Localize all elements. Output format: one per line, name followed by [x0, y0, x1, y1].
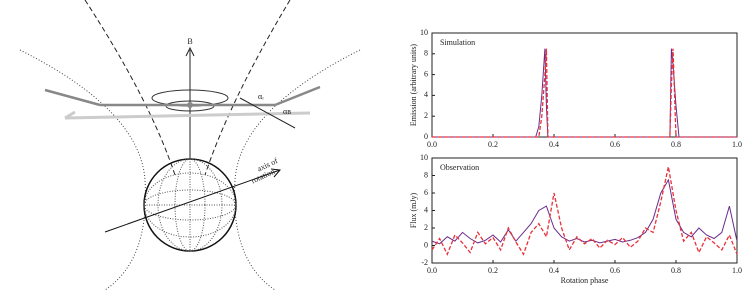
label: αʙ	[283, 107, 291, 116]
rotation-axis	[104, 169, 281, 233]
y-tick-label: 4	[424, 90, 428, 99]
y-tick-label: 0	[424, 132, 428, 141]
axis-line	[239, 97, 296, 129]
field-line	[84, 0, 176, 176]
data-line	[432, 48, 737, 138]
y-tick-label: 6	[424, 69, 428, 78]
y-tick-label: 0	[424, 240, 428, 249]
x-tick-label: 0.6	[610, 140, 620, 149]
y-tick-label: 8	[424, 170, 428, 179]
y-tick-label: 4	[424, 205, 428, 214]
field-line	[204, 0, 291, 176]
panel-title: Observation	[440, 163, 479, 172]
data-line	[431, 178, 738, 245]
arrow-head	[185, 46, 195, 57]
y-tick-label: 2	[424, 111, 428, 120]
x-tick-label: 0.8	[671, 140, 681, 149]
beam	[274, 85, 321, 107]
arrow-head	[270, 168, 281, 178]
label: B	[187, 37, 192, 46]
label: αᵣ	[258, 92, 264, 101]
x-tick-label: 0.6	[610, 266, 620, 275]
x-tick-label: 0.0	[427, 266, 437, 275]
diagram: B αᵣ αʙ axis of rotation	[19, 0, 361, 290]
x-tick-label: 1.0	[732, 140, 742, 149]
y-axis-label: Flux (mJy)	[409, 193, 418, 229]
x-tick-label: 0.0	[427, 140, 437, 149]
x-tick-label: 0.2	[488, 266, 498, 275]
field-line	[234, 49, 361, 290]
y-tick-label: 10	[420, 153, 428, 162]
x-tick-label: 0.4	[549, 266, 559, 275]
center-dot	[187, 102, 193, 108]
x-tick-label: 0.8	[671, 266, 681, 275]
x-tick-label: 1.0	[732, 266, 742, 275]
data-line	[432, 48, 737, 138]
x-tick-label: 0.2	[488, 140, 498, 149]
arrow-head	[64, 110, 76, 120]
data-line	[431, 166, 738, 256]
panel-title: Simulation	[440, 38, 475, 47]
x-axis-label: Rotation phase	[561, 276, 609, 285]
y-tick-label: 10	[420, 28, 428, 37]
y-tick-label: 6	[424, 188, 428, 197]
x-tick-label: 0.4	[549, 140, 559, 149]
plot-frame	[431, 157, 738, 264]
beam	[44, 88, 101, 107]
y-axis-label: Emission (arbitrary units)	[409, 44, 418, 127]
y-tick-label: -2	[421, 258, 428, 267]
y-tick-label: 8	[424, 49, 428, 58]
beam	[64, 111, 311, 120]
y-tick-label: 2	[424, 223, 428, 232]
plot-frame	[431, 32, 738, 138]
field-line	[19, 49, 146, 290]
